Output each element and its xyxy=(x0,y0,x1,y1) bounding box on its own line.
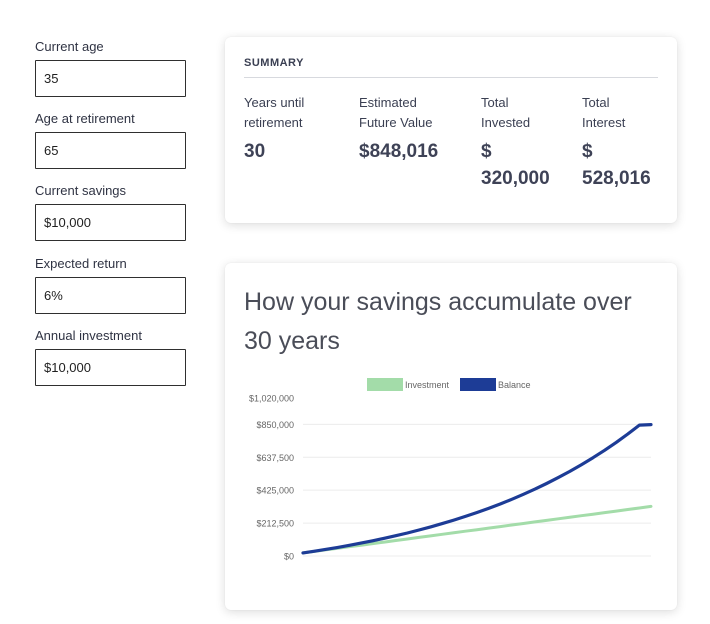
summary-title: SUMMARY xyxy=(244,57,304,69)
stat-value: $ 528,016 xyxy=(582,138,651,192)
y-tick-label: $425,000 xyxy=(256,486,294,496)
stat-label: Total Interest xyxy=(582,93,651,133)
stat-label-line1: Total xyxy=(582,95,610,110)
stat-value: $ 320,000 xyxy=(481,138,550,192)
stat-label-line2: retirement xyxy=(244,115,303,130)
retirement-age-field: Age at retirement xyxy=(35,111,186,169)
legend-swatch-balance xyxy=(460,378,496,391)
expected-return-input[interactable] xyxy=(35,277,186,314)
summary-card: SUMMARY Years until retirement 30 Estima… xyxy=(225,37,677,223)
retirement-age-label: Age at retirement xyxy=(35,111,135,126)
expected-return-field: Expected return xyxy=(35,256,186,314)
stat-years-until-retirement: Years until retirement 30 xyxy=(244,93,304,165)
expected-return-label: Expected return xyxy=(35,256,127,271)
stat-total-invested: Total Invested $ 320,000 xyxy=(481,93,550,192)
y-tick-label: $1,020,000 xyxy=(249,394,294,404)
y-tick-label: $0 xyxy=(284,552,294,562)
current-age-label: Current age xyxy=(35,39,104,54)
current-savings-field: Current savings xyxy=(35,183,186,241)
stat-value: 30 xyxy=(244,138,304,165)
chart-card: How your savings accumulate over 30 year… xyxy=(225,263,677,610)
stat-label-line1: Estimated xyxy=(359,95,417,110)
retirement-age-input[interactable] xyxy=(35,132,186,169)
stat-value-line2: 528,016 xyxy=(582,168,651,189)
legend-label-investment: Investment xyxy=(405,380,450,390)
annual-investment-field: Annual investment xyxy=(35,328,186,386)
stat-label-line2: Interest xyxy=(582,115,626,130)
current-savings-label: Current savings xyxy=(35,183,127,198)
legend-swatch-investment xyxy=(367,378,403,391)
annual-investment-label: Annual investment xyxy=(35,328,142,343)
stat-total-interest: Total Interest $ 528,016 xyxy=(582,93,651,192)
chart-heading: How your savings accumulate over 30 year… xyxy=(244,288,632,355)
y-tick-label: $212,500 xyxy=(256,519,294,529)
stat-estimated-future-value: Estimated Future Value $848,016 xyxy=(359,93,438,165)
stat-value-line1: 30 xyxy=(244,141,266,162)
current-age-input[interactable] xyxy=(35,60,186,97)
current-age-field: Current age xyxy=(35,39,186,97)
legend-label-balance: Balance xyxy=(498,380,531,390)
series-line-balance xyxy=(301,423,653,555)
savings-chart: $0 $212,500 $425,000 $637,500 $850,000 $1,020… xyxy=(249,378,653,562)
stat-label: Estimated Future Value xyxy=(359,93,438,133)
stat-value-line1: $848,016 xyxy=(359,141,439,162)
series-line-investment xyxy=(301,504,653,555)
stat-label: Total Invested xyxy=(481,93,550,133)
stat-label-line1: Total xyxy=(481,95,509,110)
summary-divider xyxy=(244,77,658,78)
stat-label: Years until retirement xyxy=(244,93,304,133)
stat-value-line1: $ xyxy=(481,141,492,162)
stat-label-line2: Invested xyxy=(481,115,531,130)
stat-value-line1: $ xyxy=(582,141,593,162)
current-savings-input[interactable] xyxy=(35,204,186,241)
stat-label-line2: Future Value xyxy=(359,115,433,130)
stat-value: $848,016 xyxy=(359,138,438,165)
stat-label-line1: Years until xyxy=(244,95,305,110)
annual-investment-input[interactable] xyxy=(35,349,186,386)
y-tick-label: $850,000 xyxy=(256,420,294,430)
stat-value-line2: 320,000 xyxy=(481,168,550,189)
y-tick-label: $637,500 xyxy=(256,453,294,463)
